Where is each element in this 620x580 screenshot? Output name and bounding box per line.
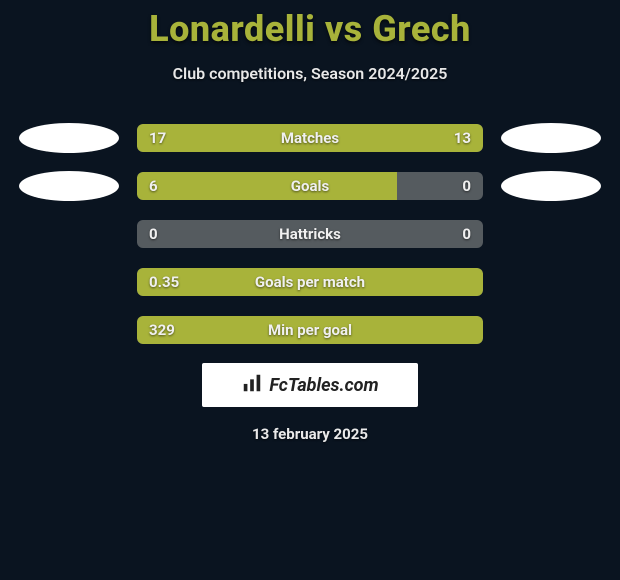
stat-label: Matches <box>137 124 483 152</box>
stat-row-goals: 6 Goals 0 <box>0 171 620 201</box>
stat-label: Goals <box>137 172 483 200</box>
stat-rows: 17 Matches 13 6 Goals 0 0 <box>0 123 620 345</box>
stat-row-matches: 17 Matches 13 <box>0 123 620 153</box>
stat-label: Hattricks <box>137 220 483 248</box>
stat-bar-matches: 17 Matches 13 <box>137 124 483 152</box>
page-root: Lonardelli vs Grech Club competitions, S… <box>0 0 620 580</box>
team-badge-left <box>19 171 119 201</box>
stat-value-right: 0 <box>462 172 471 200</box>
stat-row-hattricks: 0 Hattricks 0 <box>0 219 620 249</box>
team-badge-right <box>501 171 601 201</box>
stat-label: Goals per match <box>137 268 483 296</box>
stat-value-right: 0 <box>462 220 471 248</box>
stat-bar-min-per-goal: 329 Min per goal <box>137 316 483 344</box>
stat-row-min-per-goal: 329 Min per goal <box>0 315 620 345</box>
bar-chart-icon <box>241 372 263 399</box>
brand-link[interactable]: FcTables.com <box>202 363 418 407</box>
footer-date: 13 february 2025 <box>0 425 620 443</box>
stat-row-goals-per-match: 0.35 Goals per match <box>0 267 620 297</box>
stat-bar-goals: 6 Goals 0 <box>137 172 483 200</box>
stat-value-right: 13 <box>454 124 471 152</box>
team-badge-right <box>501 123 601 153</box>
page-title: Lonardelli vs Grech <box>0 0 620 50</box>
stat-label: Min per goal <box>137 316 483 344</box>
page-subtitle: Club competitions, Season 2024/2025 <box>0 64 620 83</box>
stat-bar-goals-per-match: 0.35 Goals per match <box>137 268 483 296</box>
stat-bar-hattricks: 0 Hattricks 0 <box>137 220 483 248</box>
team-badge-left <box>19 123 119 153</box>
brand-text: FcTables.com <box>269 375 378 396</box>
